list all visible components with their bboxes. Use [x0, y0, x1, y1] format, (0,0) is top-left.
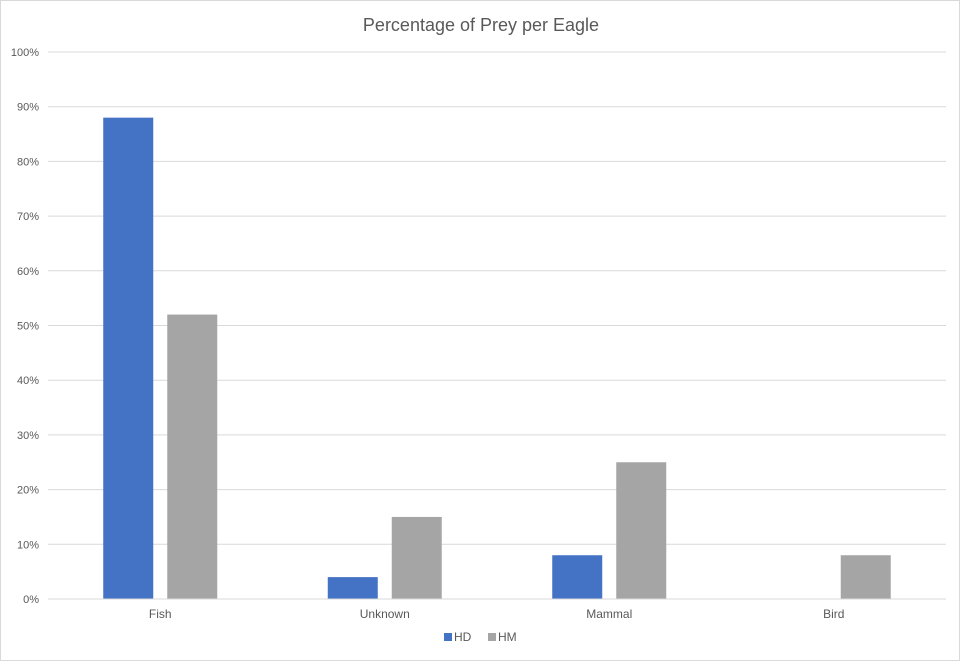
legend: HD HM	[444, 630, 517, 644]
bar-hd-mammal	[552, 555, 603, 599]
y-tick-label: 30%	[17, 430, 39, 442]
bar-hm-mammal	[616, 462, 667, 599]
y-tick-label: 20%	[17, 485, 39, 497]
legend-swatch-hd	[444, 633, 452, 641]
bar-hd-fish	[103, 117, 154, 599]
x-axis: Fish Unknown Mammal Bird	[48, 598, 946, 621]
bar-hm-fish	[167, 314, 218, 599]
y-axis-ticks: 0% 10% 20% 30% 40% 50% 60% 70% 80% 90% 100%	[11, 47, 39, 606]
y-tick-label: 90%	[17, 102, 39, 114]
y-tick-label: 80%	[17, 156, 39, 168]
y-tick-label: 50%	[17, 321, 39, 333]
bar-hd-unknown	[327, 577, 378, 599]
chart-title: Percentage of Prey per Eagle	[363, 15, 599, 35]
y-tick-label: 0%	[23, 594, 39, 606]
bar-hm-unknown	[391, 516, 442, 599]
legend-label-hm: HM	[498, 630, 517, 644]
y-tick-label: 70%	[17, 211, 39, 223]
y-tick-label: 40%	[17, 375, 39, 387]
bars	[103, 117, 891, 599]
x-tick-label: Fish	[149, 607, 172, 621]
y-tick-label: 10%	[17, 539, 39, 551]
bar-hm-bird	[840, 555, 891, 599]
y-tick-label: 100%	[11, 47, 39, 59]
y-tick-label: 60%	[17, 266, 39, 278]
x-tick-label: Mammal	[586, 607, 632, 621]
x-tick-label: Bird	[823, 607, 844, 621]
legend-label-hd: HD	[454, 630, 472, 644]
x-tick-label: Unknown	[360, 607, 410, 621]
legend-swatch-hm	[488, 633, 496, 641]
